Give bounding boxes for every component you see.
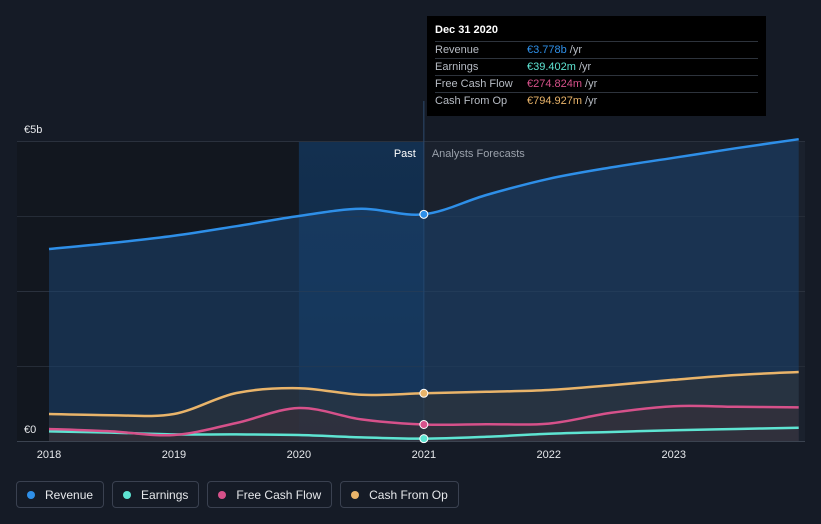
marker-revenue	[419, 209, 429, 219]
tooltip-label: Cash From Op	[435, 95, 508, 107]
legend-item-earnings[interactable]: Earnings	[112, 481, 200, 508]
y-tick-label: €0	[24, 424, 36, 436]
tooltip-row-free-cash-flow: Free Cash Flow €274.824m /yr	[435, 75, 758, 92]
past-label: Past	[394, 148, 416, 160]
tooltip-date: Dec 31 2020	[435, 24, 498, 36]
tooltip-value: €39.402m	[527, 61, 576, 73]
legend-item-free-cash-flow[interactable]: Free Cash Flow	[207, 481, 333, 508]
legend: Revenue Earnings Free Cash Flow Cash Fro…	[16, 481, 459, 508]
tooltip-label: Earnings	[435, 61, 479, 73]
legend-label: Earnings	[141, 487, 189, 502]
x-tick-label: 2023	[662, 449, 686, 461]
tooltip-value: €274.824m	[527, 78, 583, 90]
x-tick-label: 2018	[37, 449, 61, 461]
area-revenue	[49, 139, 799, 441]
marker-cash-from-op	[419, 388, 429, 398]
y-tick-label: €5b	[24, 124, 42, 136]
legend-label: Cash From Op	[369, 487, 448, 502]
x-tick-label: 2021	[412, 449, 436, 461]
cash-from-op-dot-icon	[351, 490, 360, 499]
tooltip-label: Revenue	[435, 44, 480, 56]
chart: €5b €0 2018 2019 2020 2021 2022 2023 Past Analyst…	[17, 101, 805, 461]
tooltip-value: €3.778b	[527, 44, 567, 56]
tooltip: Dec 31 2020 Revenue €3.778b /yr Earnings…	[427, 16, 766, 116]
legend-item-cash-from-op[interactable]: Cash From Op	[340, 481, 459, 508]
forecast-label: Analysts Forecasts	[432, 148, 525, 160]
free-cash-flow-dot-icon	[218, 490, 227, 499]
legend-item-revenue[interactable]: Revenue	[16, 481, 105, 508]
marker-earnings	[419, 434, 429, 444]
tooltip-label: Free Cash Flow	[435, 78, 513, 90]
tooltip-value: €794.927m	[527, 95, 583, 107]
tooltip-unit: /yr	[585, 95, 598, 107]
x-tick-label: 2022	[537, 449, 561, 461]
tooltip-unit: /yr	[569, 44, 582, 56]
tooltip-unit: /yr	[585, 78, 598, 90]
legend-label: Free Cash Flow	[236, 487, 322, 502]
tooltip-unit: /yr	[578, 61, 592, 73]
x-tick-label: 2019	[162, 449, 186, 461]
legend-label: Revenue	[45, 487, 94, 502]
revenue-dot-icon	[27, 490, 35, 499]
marker-free-cash-flow	[419, 420, 429, 429]
tooltip-row-revenue: Revenue €3.778b /yr	[435, 41, 758, 58]
earnings-dot-icon	[123, 490, 132, 499]
tooltip-row-earnings: Earnings €39.402m /yr	[435, 58, 758, 75]
x-tick-label: 2020	[287, 449, 311, 461]
tooltip-row-cash-from-op: Cash From Op €794.927m /yr	[435, 92, 758, 109]
